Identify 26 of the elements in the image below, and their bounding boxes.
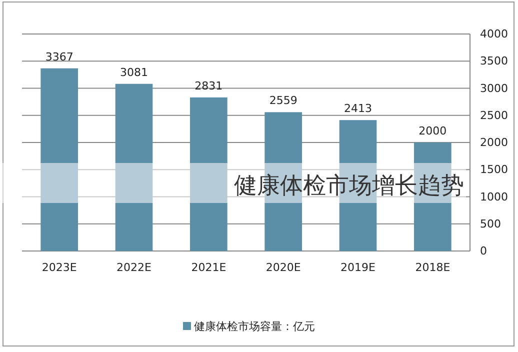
bar: [190, 97, 228, 251]
y-tick-label: 3000: [480, 82, 508, 95]
data-label: 2413: [344, 102, 372, 116]
x-tick-label: 2020E: [266, 260, 301, 274]
bar: [115, 84, 153, 251]
x-tick-label: 2018E: [415, 260, 450, 274]
y-tick-label: 500: [480, 217, 501, 230]
y-tick-label: 1500: [480, 163, 508, 176]
bar: [40, 68, 78, 251]
y-tick-label: 3500: [480, 54, 508, 68]
legend-label: 健康体检市场容量：亿元: [194, 320, 315, 333]
data-label: 3081: [120, 66, 148, 79]
data-label: 2831: [194, 79, 223, 92]
data-label: 3367: [45, 50, 74, 64]
data-label: 2559: [269, 94, 298, 108]
y-tick-label: 0: [480, 244, 487, 258]
x-tick-label: 2023E: [42, 260, 77, 274]
y-tick-label: 4000: [480, 28, 508, 41]
x-tick-label: 2021E: [191, 260, 226, 274]
data-label: 2000: [418, 124, 447, 138]
y-tick-label: 2500: [480, 108, 508, 122]
text: 健康体检市场增长趋势: [234, 173, 464, 199]
y-tick-label: 1000: [480, 190, 508, 204]
x-tick-label: 2022E: [116, 260, 152, 274]
y-tick-label: 2000: [480, 136, 508, 150]
x-tick-label: 2019E: [340, 260, 376, 274]
